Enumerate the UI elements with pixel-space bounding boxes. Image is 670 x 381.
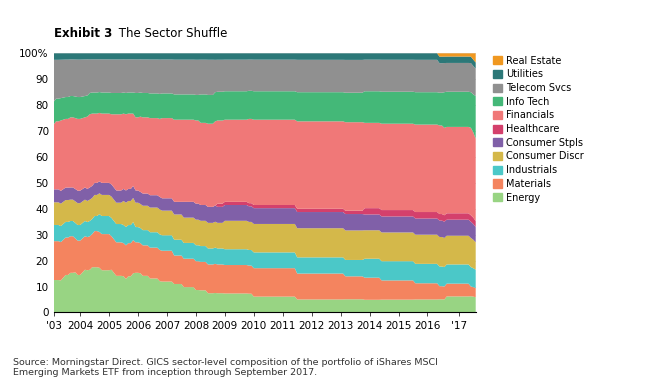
Legend: Real Estate, Utilities, Telecom Svcs, Info Tech, Financials, Healthcare, Consume: Real Estate, Utilities, Telecom Svcs, In… bbox=[493, 56, 584, 203]
Text: The Sector Shuffle: The Sector Shuffle bbox=[115, 27, 228, 40]
Text: Source: Morningstar Direct. GICS sector-level composition of the portfolio of iS: Source: Morningstar Direct. GICS sector-… bbox=[13, 358, 438, 377]
Text: Exhibit 3: Exhibit 3 bbox=[54, 27, 112, 40]
